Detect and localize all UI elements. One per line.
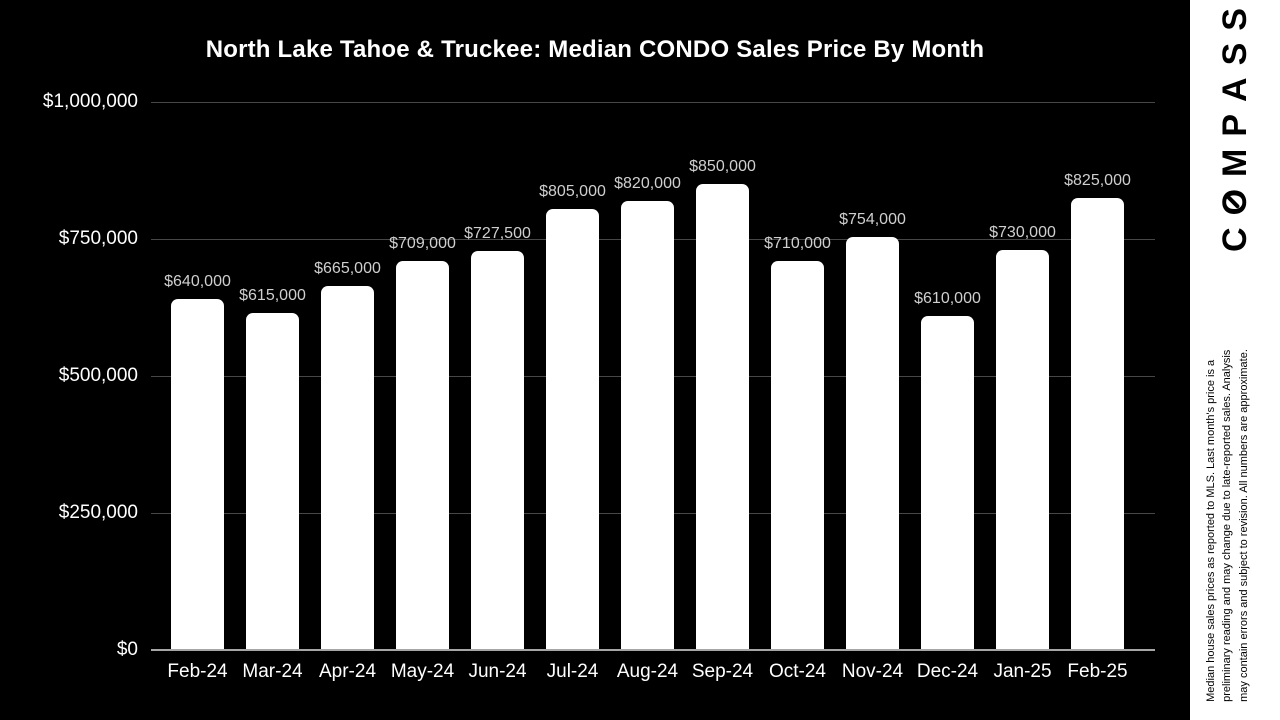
gridline [151, 102, 1155, 103]
x-tick-label: Aug-24 [616, 661, 679, 682]
bar-value-label: $665,000 [314, 259, 381, 277]
bar-value-label: $820,000 [614, 174, 681, 192]
disclaimer-text: Median house sales prices as reported to… [1203, 262, 1252, 702]
disclaimer-line: Median house sales prices as reported to… [1205, 359, 1218, 702]
bar [1071, 197, 1124, 650]
bar-group: $615,000 Mar-24 [235, 102, 310, 682]
bar-value-label: $640,000 [164, 273, 231, 291]
logo-letter: A [1216, 77, 1254, 102]
disclaimer-line: preliminary reading and may change due t… [1221, 349, 1234, 702]
bar [246, 312, 299, 650]
disclaimer-line: may contain errors and subject to revisi… [1237, 349, 1250, 702]
x-axis-line [151, 649, 1155, 651]
bar-value-label: $754,000 [839, 210, 906, 228]
logo-letter: S [1216, 8, 1254, 31]
logo-letter: S [1216, 42, 1254, 66]
compass-needle-icon [1225, 195, 1240, 210]
x-tick-label: Oct-24 [768, 661, 827, 682]
bar-value-label: $710,000 [764, 234, 831, 252]
compass-sidebar: COMPASS Median house sales prices as rep… [1190, 0, 1280, 720]
y-tick-label: $750,000 [58, 228, 138, 249]
bar-group: $754,000 Nov-24 [835, 102, 910, 682]
bar-group: $727,500 Jun-24 [460, 102, 535, 682]
bar-value-label: $709,000 [389, 235, 456, 253]
bar-group: $710,000 Oct-24 [760, 102, 835, 682]
bar-value-label: $825,000 [1064, 171, 1131, 189]
bar-value-label: $850,000 [689, 158, 756, 176]
bar-value-label: $730,000 [989, 223, 1056, 241]
bar-group: $730,000 Jan-25 [985, 102, 1060, 682]
y-tick-label: $0 [116, 639, 138, 660]
bars-container: $640,000 Feb-24 $615,000 Mar-24 $665,000 Apr-… [160, 102, 1135, 682]
x-tick-label: Feb-24 [167, 661, 228, 682]
bar-group: $820,000 Aug-24 [610, 102, 685, 682]
bar-value-label: $615,000 [239, 286, 306, 304]
bar [621, 200, 674, 650]
bar [471, 251, 524, 650]
compass-logo-o: O [1216, 189, 1254, 215]
chart-title: North Lake Tahoe & Truckee: Median CONDO… [205, 36, 985, 63]
bar-value-label: $727,500 [464, 225, 531, 243]
x-tick-label: Feb-25 [1067, 661, 1128, 682]
x-tick-label: Nov-24 [841, 661, 904, 682]
x-tick-label: Jul-24 [546, 661, 599, 682]
y-tick-label: $1,000,000 [42, 91, 138, 112]
bar-group: $709,000 May-24 [385, 102, 460, 682]
bar-group: $850,000 Sep-24 [685, 102, 760, 682]
x-tick-label: Dec-24 [916, 661, 979, 682]
x-tick-label: Sep-24 [691, 661, 754, 682]
logo-letter: P [1216, 113, 1254, 137]
compass-logo: COMPASS [1216, 8, 1254, 252]
bar [546, 208, 599, 650]
bar-group: $665,000 Apr-24 [310, 102, 385, 682]
bar [321, 285, 374, 650]
logo-letter: M [1216, 148, 1254, 177]
bar [921, 315, 974, 650]
x-tick-label: Apr-24 [318, 661, 377, 682]
x-tick-label: May-24 [390, 661, 455, 682]
bar [396, 261, 449, 650]
bar [171, 299, 224, 650]
bar [771, 260, 824, 650]
bar-group: $610,000 Dec-24 [910, 102, 985, 682]
bar [696, 184, 749, 650]
x-tick-label: Jun-24 [468, 661, 527, 682]
y-tick-label: $500,000 [58, 365, 138, 386]
plot-area: $1,000,000 $750,000 $500,000 $250,000 $0 $64… [43, 91, 1155, 682]
bar-group: $825,000 Feb-25 [1060, 102, 1135, 682]
y-tick-label: $250,000 [58, 502, 138, 523]
x-tick-label: Jan-25 [993, 661, 1052, 682]
bar-value-label: $610,000 [914, 289, 981, 307]
bar [846, 236, 899, 650]
bar-group: $640,000 Feb-24 [160, 102, 235, 682]
bar [996, 249, 1049, 650]
bar-group: $805,000 Jul-24 [535, 102, 610, 682]
bar-value-label: $805,000 [539, 182, 606, 200]
x-tick-label: Mar-24 [242, 661, 303, 682]
logo-letter: C [1216, 227, 1254, 252]
